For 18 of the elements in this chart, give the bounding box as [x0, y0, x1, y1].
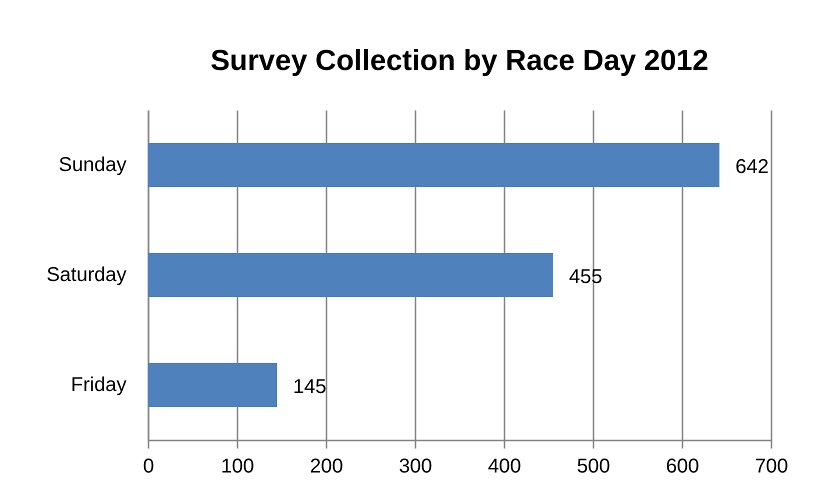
y-tick-label: Sunday [58, 154, 126, 176]
data-label: 145 [293, 376, 326, 398]
x-tick-label: 0 [142, 456, 154, 478]
bar [148, 253, 553, 297]
x-tick-label: 200 [310, 456, 344, 478]
x-tick-label: 100 [220, 456, 254, 478]
x-tick-label: 400 [488, 456, 522, 478]
bar [148, 143, 720, 187]
x-tick-label: 500 [576, 456, 610, 478]
y-tick-label: Friday [70, 374, 126, 396]
chart-title: Survey Collection by Race Day 2012 [210, 45, 709, 77]
bar [148, 363, 278, 407]
data-label: 642 [735, 156, 769, 178]
data-label: 455 [568, 266, 602, 288]
x-tick-label: 700 [754, 456, 788, 478]
y-tick-label: Saturday [46, 264, 126, 286]
x-tick-label: 600 [666, 456, 700, 478]
x-tick-label: 300 [398, 456, 432, 478]
